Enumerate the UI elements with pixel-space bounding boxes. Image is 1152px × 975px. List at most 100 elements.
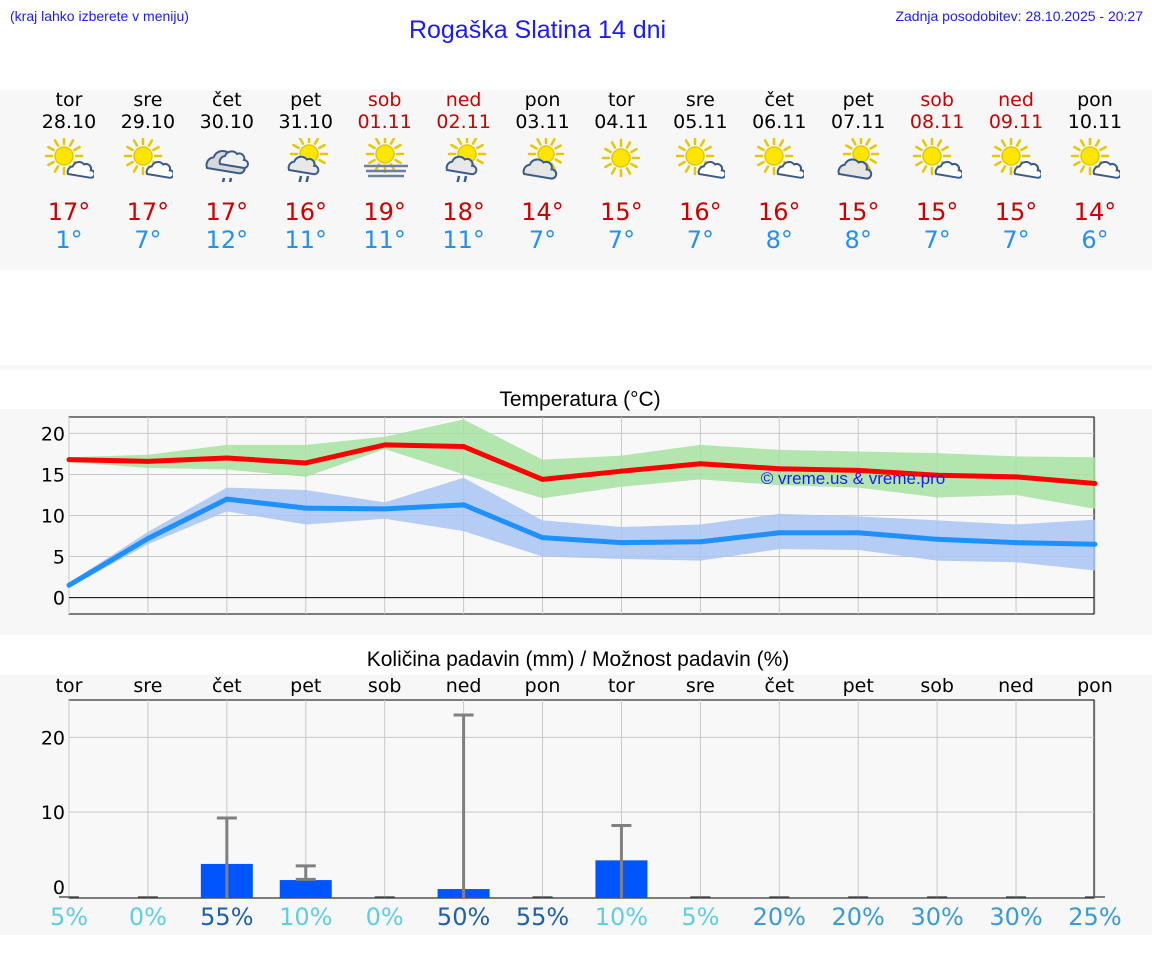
precip-probability: 50% — [436, 903, 491, 931]
day-date: 08.11 — [909, 111, 965, 133]
max-temp: 15° — [836, 198, 880, 226]
max-temp: 14° — [521, 198, 564, 226]
day-name: pon — [1077, 89, 1113, 111]
y-tick-label: 10 — [41, 506, 65, 528]
max-temp-line — [68, 442, 1096, 486]
min-temp: 11° — [284, 226, 328, 254]
day-name: pet — [842, 89, 874, 111]
y-tick-label: 5 — [53, 547, 65, 569]
forecast-strip — [0, 90, 1152, 270]
precip-probability: 5% — [49, 903, 89, 931]
location-hint: (kraj lahko izberete v meniju) — [10, 8, 189, 24]
min-temp-range-band — [69, 477, 1095, 588]
precip-day-label: pon — [1077, 675, 1113, 697]
min-temp: 11° — [442, 226, 485, 254]
page-title: Rogaška Slatina 14 dni — [408, 16, 667, 44]
max-temp: 14° — [1073, 198, 1117, 226]
max-temp: 16° — [679, 198, 722, 226]
precip-probability: 20% — [752, 903, 806, 931]
day-name: tor — [607, 89, 635, 111]
precip-probability: 55% — [200, 903, 254, 931]
max-temp-point — [1013, 474, 1019, 480]
day-date: 09.11 — [988, 111, 1044, 133]
precip-day-label: čet — [212, 675, 242, 697]
min-temp-point — [855, 530, 861, 536]
max-temp-point — [1092, 480, 1098, 486]
precipitation-bar — [279, 880, 332, 898]
partly-cloudy-icon — [991, 138, 1042, 179]
precip-probability: 20% — [831, 903, 885, 931]
max-temp: 15° — [600, 198, 643, 226]
sun-cloud-rain-icon — [445, 138, 486, 182]
precip-day-label: pon — [524, 675, 561, 697]
day-date: 10.11 — [1067, 111, 1123, 133]
max-temp-point — [776, 466, 782, 472]
max-temp-point — [66, 457, 72, 463]
max-temp: 19° — [363, 198, 406, 226]
partly-cloudy-icon — [1070, 138, 1120, 179]
min-temp: 7° — [923, 226, 951, 254]
day-name: čet — [764, 89, 795, 111]
sun-fog-icon — [363, 138, 408, 178]
y-tick-label: 0 — [53, 588, 65, 610]
min-temp: 8° — [844, 226, 872, 254]
max-temp: 15° — [994, 198, 1038, 226]
partly-cloudy-icon — [123, 138, 173, 179]
last-updated: Zadnja posodobitev: 28.10.2025 - 20:27 — [895, 8, 1143, 24]
precip-probability: 0% — [365, 903, 404, 931]
min-temp-point — [1092, 541, 1098, 547]
day-name: tor — [55, 89, 83, 111]
day-date: 05.11 — [673, 111, 728, 133]
max-temp-point — [855, 467, 861, 473]
precipitation-chart: 0 10 20 — [41, 699, 1105, 899]
min-temp-point — [382, 506, 388, 512]
day-name: čet — [212, 89, 242, 111]
min-temp-point — [66, 582, 72, 588]
max-temp-point — [303, 460, 309, 466]
max-temp: 18° — [442, 198, 485, 226]
precip-probability: 55% — [515, 903, 570, 931]
temperature-chart: 0 5 10 15 20 © vreme.us & vreme.pro — [41, 416, 1098, 615]
min-temp: 11° — [363, 226, 406, 254]
day-name: pon — [524, 89, 561, 111]
precip-probability: 10% — [594, 903, 649, 931]
y-tick-label: 0 — [53, 877, 65, 899]
day-name: sre — [133, 89, 163, 111]
max-temp-point — [934, 472, 940, 478]
precip-day-label: sre — [133, 675, 163, 697]
min-temp-point — [776, 530, 782, 536]
min-temp-point — [145, 535, 151, 541]
precip-day-label: pet — [842, 675, 874, 697]
day-name: ned — [445, 89, 482, 111]
max-temp-point — [145, 458, 151, 464]
precip-probability: 25% — [1068, 903, 1122, 931]
precip-day-label: tor — [607, 675, 635, 697]
precip-probability: 10% — [279, 903, 333, 931]
cloud-sun-icon — [837, 138, 880, 180]
min-temp: 7° — [1002, 226, 1030, 254]
min-temp: 7° — [607, 226, 636, 254]
day-date: 06.11 — [752, 111, 807, 133]
day-name: sob — [367, 89, 402, 111]
day-date: 31.10 — [278, 111, 333, 133]
max-temp-point — [618, 468, 624, 474]
precip-day-label: pet — [290, 675, 322, 697]
max-temp: 17° — [47, 198, 91, 226]
max-temp: 16° — [757, 198, 801, 226]
partly-cloudy-icon — [676, 138, 726, 179]
precip-day-label: čet — [764, 675, 795, 697]
precip-probability: 5% — [681, 903, 720, 931]
y-tick-label: 15 — [41, 464, 65, 486]
day-date: 04.11 — [594, 111, 649, 133]
min-temp-point — [540, 535, 546, 541]
day-name: ned — [998, 89, 1034, 111]
min-temp: 7° — [528, 226, 557, 254]
day-date: 02.11 — [436, 111, 491, 133]
day-name: pet — [290, 89, 322, 111]
precip-day-label: tor — [55, 675, 83, 697]
max-temp-range-band — [69, 419, 1095, 509]
y-tick-label: 20 — [41, 727, 65, 749]
cloud-sun-icon — [522, 138, 564, 180]
max-temp-point — [697, 461, 703, 467]
min-temp-point — [1013, 540, 1019, 546]
